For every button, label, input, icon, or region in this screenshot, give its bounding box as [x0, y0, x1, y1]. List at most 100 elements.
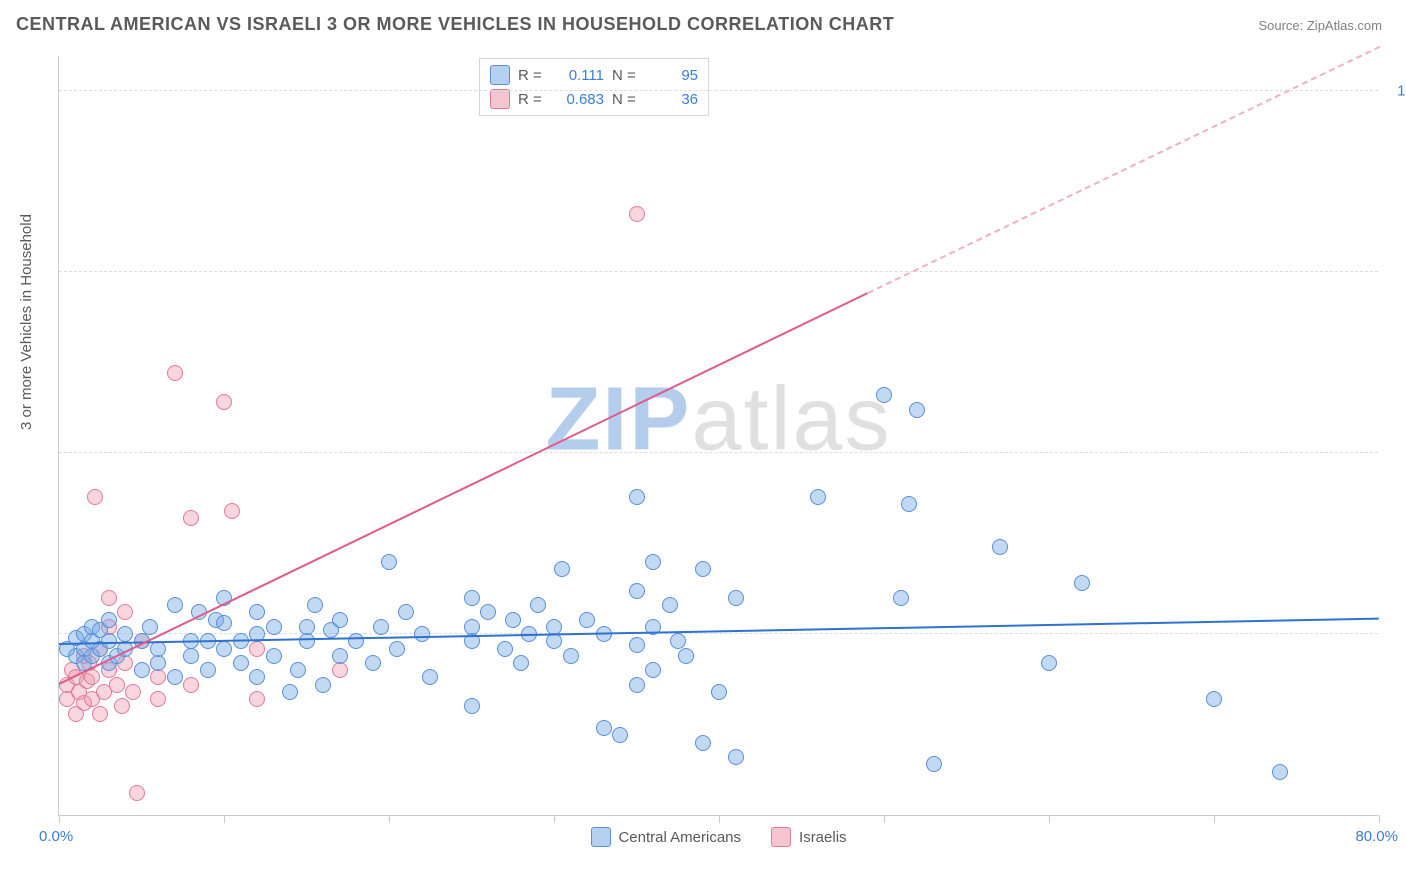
data-point-central-american — [464, 698, 480, 714]
data-point-central-american — [629, 489, 645, 505]
n-value-blue: 95 — [648, 67, 698, 84]
data-point-central-american — [711, 684, 727, 700]
y-tick-label: 25.0% — [1388, 626, 1406, 643]
data-point-central-american — [167, 669, 183, 685]
data-point-central-american — [398, 604, 414, 620]
data-point-central-american — [1272, 764, 1288, 780]
data-point-central-american — [150, 655, 166, 671]
watermark: ZIPatlas — [545, 369, 891, 472]
data-point-central-american — [612, 727, 628, 743]
data-point-central-american — [315, 677, 331, 693]
data-point-central-american — [290, 662, 306, 678]
data-point-central-american — [117, 626, 133, 642]
data-point-central-american — [497, 641, 513, 657]
data-point-central-american — [422, 669, 438, 685]
data-point-israeli — [249, 641, 265, 657]
swatch-pink-icon — [771, 827, 791, 847]
y-tick-label: 75.0% — [1388, 264, 1406, 281]
data-point-israeli — [129, 785, 145, 801]
legend-label: Israelis — [799, 829, 847, 846]
data-point-central-american — [513, 655, 529, 671]
data-point-israeli — [101, 590, 117, 606]
data-point-central-american — [554, 561, 570, 577]
data-point-central-american — [307, 597, 323, 613]
x-tick — [719, 815, 720, 823]
x-tick — [1214, 815, 1215, 823]
n-label: N = — [612, 67, 640, 84]
data-point-central-american — [645, 662, 661, 678]
data-point-israeli — [117, 604, 133, 620]
data-point-central-american — [695, 561, 711, 577]
data-point-central-american — [629, 677, 645, 693]
data-point-central-american — [678, 648, 694, 664]
data-point-central-american — [645, 554, 661, 570]
data-point-central-american — [249, 669, 265, 685]
data-point-central-american — [876, 387, 892, 403]
n-value-pink: 36 — [648, 91, 698, 108]
data-point-israeli — [629, 206, 645, 222]
data-point-central-american — [348, 633, 364, 649]
data-point-central-american — [728, 590, 744, 606]
data-point-central-american — [200, 662, 216, 678]
data-point-central-american — [332, 612, 348, 628]
data-point-central-american — [381, 554, 397, 570]
data-point-central-american — [546, 633, 562, 649]
chart-title: CENTRAL AMERICAN VS ISRAELI 3 OR MORE VE… — [16, 14, 894, 35]
x-min-label: 0.0% — [39, 828, 73, 845]
data-point-central-american — [299, 633, 315, 649]
r-label: R = — [518, 67, 546, 84]
correlation-legend: R = 0.111 N = 95 R = 0.683 N = 36 — [479, 58, 709, 116]
data-point-central-american — [332, 648, 348, 664]
data-point-israeli — [84, 669, 100, 685]
data-point-israeli — [167, 365, 183, 381]
x-tick — [554, 815, 555, 823]
watermark-atlas: atlas — [691, 370, 891, 470]
data-point-central-american — [728, 749, 744, 765]
legend-row-blue: R = 0.111 N = 95 — [490, 63, 698, 87]
data-point-israeli — [183, 677, 199, 693]
data-point-israeli — [109, 677, 125, 693]
data-point-israeli — [125, 684, 141, 700]
data-point-central-american — [909, 402, 925, 418]
x-tick — [389, 815, 390, 823]
data-point-central-american — [249, 604, 265, 620]
data-point-central-american — [1041, 655, 1057, 671]
data-point-central-american — [282, 684, 298, 700]
data-point-central-american — [1074, 575, 1090, 591]
data-point-central-american — [365, 655, 381, 671]
data-point-central-american — [893, 590, 909, 606]
data-point-israeli — [183, 510, 199, 526]
x-tick — [224, 815, 225, 823]
data-point-central-american — [992, 539, 1008, 555]
data-point-central-american — [926, 756, 942, 772]
data-point-central-american — [266, 648, 282, 664]
data-point-central-american — [563, 648, 579, 664]
data-point-israeli — [224, 503, 240, 519]
source-attribution: Source: ZipAtlas.com — [1258, 18, 1382, 33]
r-label: R = — [518, 91, 546, 108]
data-point-israeli — [332, 662, 348, 678]
data-point-central-american — [216, 641, 232, 657]
y-tick-label: 100.0% — [1388, 83, 1406, 100]
watermark-zip: ZIP — [545, 370, 691, 470]
swatch-blue-icon — [590, 827, 610, 847]
data-point-israeli — [87, 489, 103, 505]
data-point-central-american — [695, 735, 711, 751]
data-point-central-american — [101, 612, 117, 628]
data-point-central-american — [216, 615, 232, 631]
data-point-israeli — [92, 706, 108, 722]
data-point-central-american — [464, 590, 480, 606]
data-point-central-american — [167, 597, 183, 613]
data-point-central-american — [233, 655, 249, 671]
data-point-central-american — [183, 648, 199, 664]
swatch-pink-icon — [490, 89, 510, 109]
legend-item-israelis: Israelis — [771, 827, 847, 847]
data-point-central-american — [505, 612, 521, 628]
x-tick — [1049, 815, 1050, 823]
data-point-central-american — [579, 612, 595, 628]
data-point-central-american — [142, 619, 158, 635]
trendline-israeli-extrapolated — [867, 46, 1379, 294]
r-value-pink: 0.683 — [554, 91, 604, 108]
gridline — [59, 90, 1378, 91]
data-point-central-american — [414, 626, 430, 642]
